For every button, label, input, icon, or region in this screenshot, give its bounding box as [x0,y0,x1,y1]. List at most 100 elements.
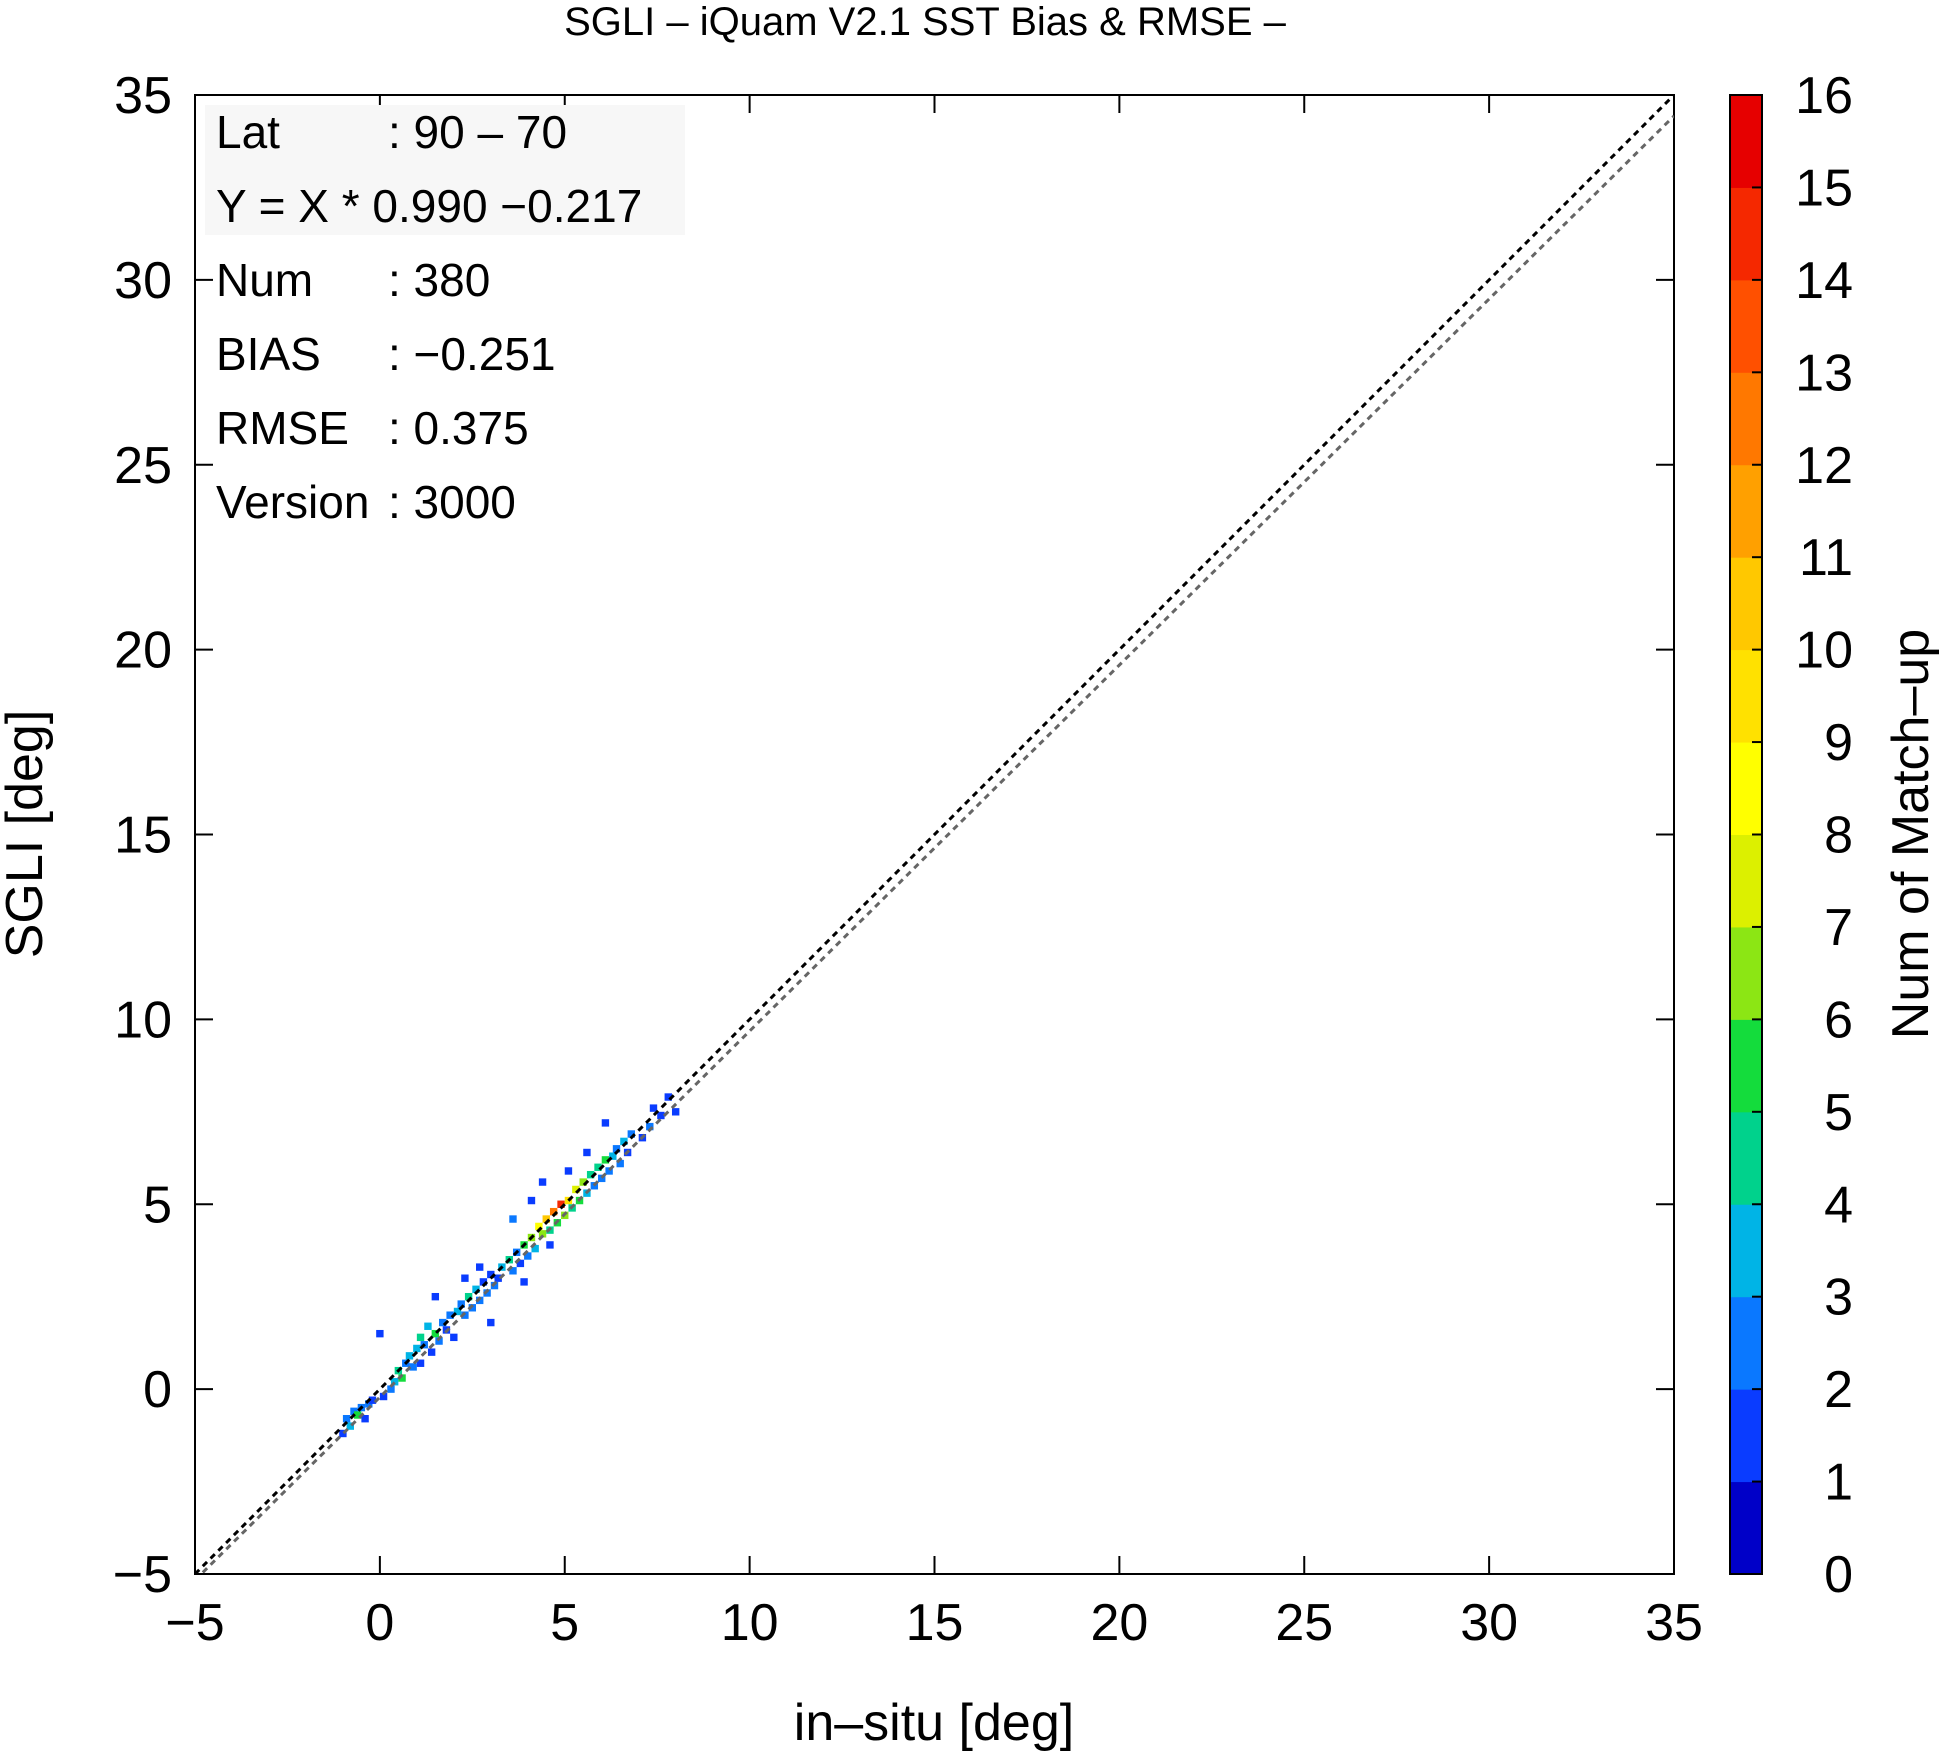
colorbar-label: Num of Match–up [1882,629,1940,1039]
density-cell [609,1152,617,1160]
colorbar-tick-label: 7 [1824,899,1853,957]
chart-title: SGLI – iQuam V2.1 SST Bias & RMSE – [564,0,1287,44]
stat-key: Version [216,476,369,528]
density-cell [398,1374,406,1382]
density-cell [598,1174,606,1183]
density-cell [531,1244,539,1253]
density-cell [572,1185,580,1194]
density-cell [461,1311,469,1319]
x-tick-label: 15 [906,1594,964,1652]
colorbar-tick-label: 10 [1795,622,1853,680]
density-cell [546,1241,554,1249]
colorbar-segment [1730,834,1762,928]
colorbar-tick-label: 1 [1824,1454,1853,1512]
density-cell [557,1200,565,1208]
density-cell [487,1318,495,1327]
density-cell [424,1322,432,1330]
colorbar-tick-label: 8 [1824,807,1853,865]
colorbar-tick-label: 14 [1795,252,1853,310]
density-cell [405,1352,414,1360]
stat-key: RMSE [216,402,349,454]
density-cell [468,1304,477,1312]
density-cell [535,1222,543,1231]
density-cell [413,1344,421,1353]
stat-value: : 3000 [388,476,516,528]
y-tick-label: 20 [114,622,172,680]
x-tick-label: 0 [365,1594,394,1652]
y-tick-label: 25 [114,437,172,495]
reference-line-1-1 [195,95,1674,1574]
y-tick-label: −5 [113,1546,172,1604]
x-tick-label: 35 [1645,1594,1703,1652]
density-cell [542,1215,550,1223]
reference-lines [195,95,1674,1574]
density-cell [583,1148,591,1157]
density-cell [464,1292,473,1301]
stat-value: : 0.375 [388,402,529,454]
colorbar-segment [1730,557,1762,651]
density-cell [549,1207,558,1216]
density-cell [671,1108,680,1116]
density-cell [431,1329,440,1338]
density-cell [605,1167,613,1175]
x-axis: −5 0 5 10 15 20 25 30 35 [165,95,1703,1652]
colorbar-tick-label: 2 [1824,1361,1853,1419]
colorbar-tick-label: 0 [1824,1546,1853,1604]
density-cell [461,1274,469,1282]
density-cell [361,1415,369,1423]
colorbar-segment [1730,95,1762,188]
x-tick-label: 25 [1275,1594,1333,1652]
y-tick-label: 5 [143,1176,172,1234]
stats-background [205,105,685,235]
stat-key: Y = X * 0.990 −0.217 [216,180,642,232]
colorbar-tick-label: 13 [1795,344,1853,402]
colorbar-segment [1730,1019,1762,1113]
density-cell [435,1337,443,1345]
colorbar-segment [1730,187,1762,281]
stat-key: BIAS [216,328,321,380]
density-cell [416,1333,425,1342]
density-cell [431,1292,440,1301]
density-cell [620,1137,628,1146]
density-cell [627,1130,636,1138]
x-tick-label: −5 [165,1594,224,1652]
density-cell [586,1170,595,1179]
y-tick-label: 0 [143,1361,172,1419]
density-cell [416,1359,425,1367]
density-cell [446,1311,454,1319]
stat-key: Num [216,254,313,306]
density-cell [450,1333,458,1342]
density-cell [516,1259,525,1268]
density-cell [509,1267,517,1275]
colorbar-tick-label: 15 [1795,159,1853,217]
density-cell [479,1278,488,1286]
colorbar-tick-label: 6 [1824,991,1853,1049]
density-cell [520,1278,528,1286]
colorbar-tick-label: 3 [1824,1269,1853,1327]
stat-value: : 90 – 70 [388,106,567,158]
density-cell [612,1145,621,1153]
stats-box: Lat: 90 – 70 Y = X * 0.990 −0.217 Num: 380… [205,105,685,528]
x-tick-label: 5 [550,1594,579,1652]
y-axis: −5 0 5 10 15 20 25 30 35 [113,67,1674,1604]
density-cell [564,1167,573,1175]
density-cell [346,1422,354,1430]
colorbar-segment [1730,1204,1762,1298]
colorbar-segment [1730,742,1762,835]
colorbar-tick-label: 9 [1824,714,1853,772]
density-cell [368,1396,377,1404]
density-cell [538,1230,547,1238]
density-cell [339,1429,347,1438]
density-cell [409,1363,417,1371]
colorbar-segment [1730,279,1762,373]
y-tick-label: 15 [114,807,172,865]
y-tick-label: 10 [114,991,172,1049]
density-cell [387,1385,395,1393]
colorbar-segment [1730,1111,1762,1205]
x-tick-label: 30 [1460,1594,1518,1652]
x-tick-label: 10 [721,1594,779,1652]
density-cell [646,1122,654,1131]
density-cell [494,1274,502,1282]
